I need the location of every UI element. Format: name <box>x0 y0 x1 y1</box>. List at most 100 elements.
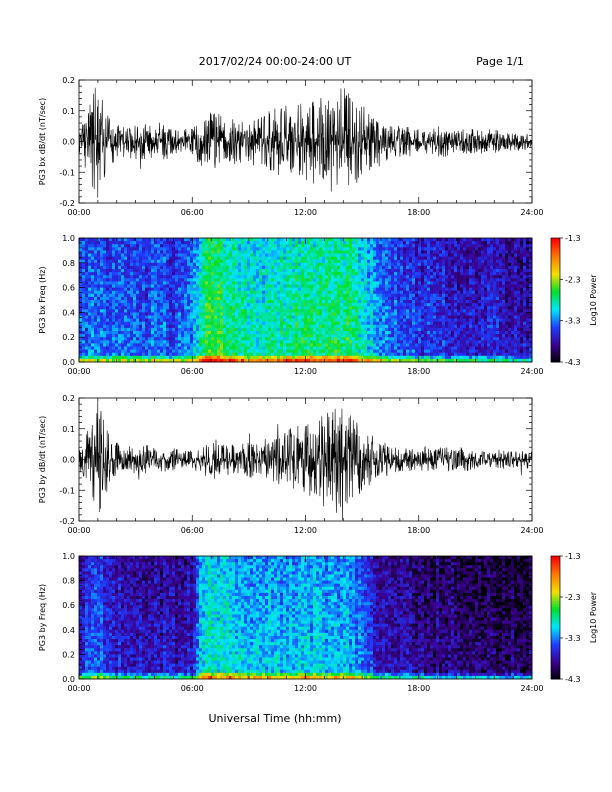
bx-spectrogram-cell <box>421 324 425 329</box>
bx-spectrogram-cell <box>241 290 245 295</box>
bx-spectrogram-cell <box>313 241 317 245</box>
bx-spectrogram-cell <box>115 343 119 347</box>
bx-spectrogram-cell <box>130 312 134 316</box>
bx-spectrogram-cell <box>202 355 206 360</box>
bx-spectrogram-cell <box>139 247 143 251</box>
bx-spectrogram-cell <box>331 256 335 261</box>
bx-spectrogram-cell <box>346 247 350 251</box>
bx-spectrogram-cell <box>178 259 182 264</box>
bx-spectrogram-cell <box>97 275 101 279</box>
bx-spectrogram-cell <box>307 269 311 273</box>
bx-spectrogram-cell <box>328 278 332 282</box>
bx-spectrogram-cell <box>361 303 365 307</box>
bx-spectrogram-cell <box>295 244 299 248</box>
bx-spectrogram-cell <box>220 259 224 264</box>
bx-spectrogram-cell <box>301 337 305 341</box>
bx-spectrogram-cell <box>313 253 317 257</box>
bx-spectrogram-cell <box>256 327 260 332</box>
bx-spectrogram-cell <box>130 340 134 344</box>
bx-spectrogram-cell <box>118 331 122 335</box>
bx-spectrogram-cell <box>226 306 230 310</box>
bx-spectrogram-cell <box>403 241 407 245</box>
bx-spectrogram-cell <box>289 358 293 363</box>
bx-spectrogram-cell <box>409 259 413 264</box>
bx-spectrogram-cell <box>259 355 263 360</box>
bx-spectrogram-cell <box>157 259 161 264</box>
bx-spectrogram-cell <box>433 315 437 319</box>
bx-spectrogram-cell <box>136 262 140 267</box>
bx-spectrogram-cell <box>127 262 131 267</box>
bx-spectrogram-cell <box>397 352 401 357</box>
bx-spectrogram-cell <box>328 250 332 254</box>
bx-spectrogram-cell <box>250 309 254 313</box>
bx-spectrogram-cell <box>148 331 152 335</box>
bx-spectrogram-cell <box>181 315 185 319</box>
bx-spectrogram-cell <box>310 244 314 248</box>
bx-spectrogram-cell <box>322 358 326 363</box>
bx-spectrogram-cell <box>199 250 203 254</box>
bx-spectrogram-cell <box>310 262 314 267</box>
bx-spectrogram-cell <box>442 293 446 298</box>
bx-spectrogram-cell <box>106 250 110 254</box>
bx-spectrogram-cell <box>421 300 425 304</box>
bx-spectrogram-cell <box>412 315 416 319</box>
bx-spectrogram-cell <box>265 293 269 298</box>
bx-spectrogram-cell <box>328 315 332 319</box>
bx-spectrogram-cell <box>94 247 98 251</box>
bx-spectrogram-cell <box>196 318 200 323</box>
bx-spectrogram-cell <box>172 303 176 307</box>
bx-spectrogram-cell <box>277 284 281 288</box>
bx-spectrogram-cell <box>310 306 314 310</box>
bx-spectrogram-cell <box>307 327 311 332</box>
bx-spectrogram-cell <box>295 287 299 292</box>
bx-spectrogram-cell <box>259 340 263 344</box>
bx-spectrogram-cell <box>157 315 161 319</box>
bx-spectrogram-cell <box>247 340 251 344</box>
bx-waveform-ytick-label: 0.0 <box>62 138 75 147</box>
bx-spectrogram-cell <box>397 293 401 298</box>
bx-spectrogram-cell <box>109 238 113 242</box>
bx-spectrogram-cell <box>322 290 326 295</box>
bx-spectrogram-cell <box>406 238 410 242</box>
bx-spectrogram-cell <box>304 343 308 347</box>
bx-spectrogram-cell <box>337 287 341 292</box>
bx-spectrogram-cell <box>337 315 341 319</box>
bx-spectrogram-cell <box>88 281 92 285</box>
bx-spectrogram-cell <box>382 275 386 279</box>
bx-spectrogram-cell <box>127 327 131 332</box>
bx-spectrogram-cell <box>244 355 248 360</box>
bx-spectrogram-cell <box>178 355 182 360</box>
bx-spectrogram-cell <box>373 331 377 335</box>
bx-spectrogram-cell <box>217 281 221 285</box>
bx-spectrogram-cell <box>112 259 116 264</box>
bx-spectrogram-cell <box>286 327 290 332</box>
bx-spectrogram-cell <box>193 281 197 285</box>
bx-spectrogram-cell <box>211 340 215 344</box>
bx-spectrogram-cell <box>223 287 227 292</box>
bx-spectrogram-cell <box>346 290 350 295</box>
bx-spectrogram-cell <box>148 284 152 288</box>
bx-spectrogram-cell <box>175 309 179 313</box>
bx-spectrogram-cell <box>211 244 215 248</box>
bx-spectrogram-cell <box>202 352 206 357</box>
bx-spectrogram-cell <box>298 275 302 279</box>
bx-spectrogram-cell <box>166 303 170 307</box>
bx-spectrogram-cell <box>334 293 338 298</box>
bx-spectrogram-cell <box>286 337 290 341</box>
bx-spectrogram-cell <box>370 309 374 313</box>
bx-spectrogram-cell <box>286 346 290 350</box>
bx-spectrogram-cell <box>391 253 395 257</box>
bx-spectrogram-cell <box>142 312 146 316</box>
bx-spectrogram-cell <box>121 324 125 329</box>
bx-spectrogram-cell <box>433 358 437 363</box>
bx-spectrogram-cell <box>262 300 266 304</box>
bx-spectrogram-cell <box>304 265 308 270</box>
bx-spectrogram-cell <box>211 315 215 319</box>
bx-spectrogram-cell <box>379 256 383 261</box>
bx-spectrogram-cell <box>202 312 206 316</box>
bx-spectrogram-cell <box>172 306 176 310</box>
bx-spectrogram-cell <box>196 278 200 282</box>
bx-spectrogram-cell <box>439 358 443 363</box>
bx-spectrogram-cell <box>178 309 182 313</box>
bx-spectrogram-cell <box>394 352 398 357</box>
